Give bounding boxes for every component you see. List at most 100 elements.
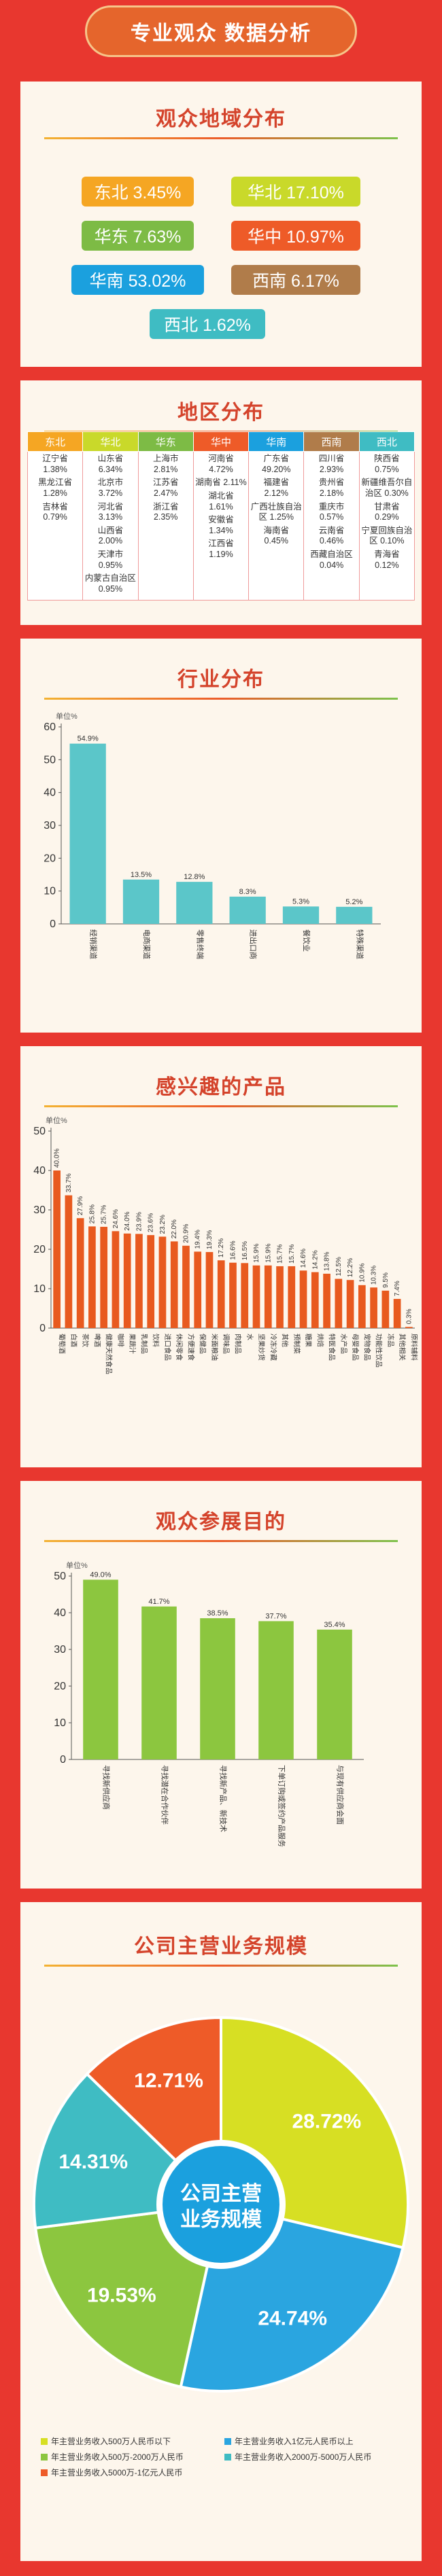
area-item: 安徽省 1.34% [208,515,234,535]
x-category-label: 寻找潜在合作伙伴 [160,1765,170,1825]
bar-value-label: 16.5% [241,1241,249,1260]
legend-swatch [41,2437,48,2445]
pie-slice-label: 28.72% [292,2110,361,2132]
area-item: 河南省 4.72% [208,454,234,474]
legend-item: 年主营业务收入1亿元人民币以上 [224,2435,408,2447]
bar [317,1629,352,1759]
legend-label: 年主营业务收入500万人民币以下 [51,2437,171,2446]
x-category-label: 水产品 [339,1334,348,1354]
y-tick-label: 50 [54,1571,66,1582]
legend-swatch [41,2453,48,2461]
bar [65,1195,73,1328]
x-category-label: 方便速食 [186,1334,195,1361]
area-col-header: 华东 [137,431,194,452]
area-item: 山西省 2.00% [97,525,124,546]
bar [69,743,106,924]
x-category-label: 休闲零食 [175,1334,184,1361]
area-col-cell: 上海市 2.81% 江苏省 2.47% 浙江省 2.35% [137,451,194,601]
area-item: 新疆维吾尔自治区 0.30% [361,478,413,498]
pie-slice-label: 19.53% [87,2285,156,2307]
area-item: 贵州省 2.18% [318,478,345,498]
x-category-label: 健康天然食品 [105,1334,114,1374]
bar-value-label: 23.2% [159,1215,167,1234]
bar [393,1299,401,1328]
area-item: 江苏省 2.47% [152,478,179,498]
bar-value-label: 24.6% [112,1209,120,1228]
bar [229,896,266,924]
area-col-header: 西南 [303,431,360,452]
area-item: 内蒙古自治区 0.95% [84,573,136,594]
x-category-label: 茶饮 [81,1334,90,1347]
bar-value-label: 10.9% [358,1263,366,1282]
legend-label: 年主营业务收入1亿元人民币以上 [235,2437,354,2446]
x-category-label: 餐饮业 [302,929,311,952]
bar [252,1265,260,1328]
y-tick-label: 50 [33,1126,46,1137]
scale-panel: 公司主营业务规模 28.72% 24.74% 19.53% 14.31% 12.71% 公… [20,1902,422,2561]
bar [336,906,373,924]
bar-value-label: 41.7% [148,1598,169,1606]
bar [141,1606,177,1759]
legend-swatch [41,2469,48,2476]
x-category-label: 电商渠道 [142,929,152,959]
bar [381,1290,390,1328]
area-item: 吉林省 0.79% [42,501,68,522]
x-category-label: 调味品 [222,1334,230,1354]
purpose-panel: 观众参展目的 单位% 0 10 20 30 40 50 49.0% 寻找新供应商 41.7% 寻找潜… [20,1481,422,1889]
bar-value-label: 15.7% [288,1244,296,1263]
bar [76,1218,84,1328]
bar-value-label: 33.7% [65,1173,73,1192]
scale-title: 公司主营业务规模 [20,1929,422,1967]
bar [194,1251,202,1328]
bar-value-label: 23.9% [135,1212,143,1231]
area-item: 四川省 2.93% [318,454,345,474]
y-tick-label: 30 [54,1644,66,1656]
area-item: 云南省 0.46% [318,525,345,546]
y-tick-label: 20 [54,1681,66,1692]
bar-value-label: 40.0% [54,1149,61,1168]
bar [200,1618,235,1759]
area-col-header: 华北 [82,431,139,452]
y-tick-label: 60 [44,721,56,733]
bar-value-label: 0.3% [405,1308,413,1324]
bar-value-label: 24.0% [124,1211,131,1230]
bar [264,1265,272,1328]
industry-panel: 行业分布 单位% 0 10 20 30 40 50 60 54.9% 经销渠道 13.5% 电商渠道 1… [20,639,422,1033]
pie-center-label-line1: 公司主营 [180,2183,262,2205]
region-dist-panel: 观众地域分布 东北 3.45% 华北 17.10% 华东 7.63% 华中 10… [20,82,422,367]
x-category-label: 糖果 [304,1334,313,1347]
chip-huabei: 华北 17.10% [231,177,360,207]
interest-panel: 感兴趣的产品 单位% 0 10 20 30 40 50 40.0% 葡萄酒 33.7% 白酒 27.9… [20,1046,422,1467]
bar-value-label: 35.4% [324,1621,345,1629]
pie-slice [33,2202,223,2389]
bar [346,1280,354,1328]
bar-value-label: 38.5% [207,1609,228,1617]
y-tick-label: 40 [44,787,56,799]
x-category-label: 特医食品 [328,1334,337,1361]
area-item: 西藏自治区 0.04% [310,550,353,570]
area-item: 上海市 2.81% [152,454,179,474]
area-col-cell: 四川省 2.93% 贵州省 2.18% 重庆市 0.57% 云南省 0.46% 西藏自治… [303,451,360,601]
bar [311,1272,319,1328]
bar-value-label: 14.6% [300,1249,307,1268]
bar-value-label: 25.7% [101,1204,108,1223]
bar [299,1270,307,1328]
bar-value-label: 37.7% [265,1612,286,1620]
area-item: 黑龙江省 1.28% [38,478,73,498]
bar-value-label: 17.2% [218,1238,225,1257]
y-tick-label: 10 [44,886,56,897]
bar-value-label: 19.4% [194,1230,202,1249]
bar [241,1263,249,1328]
chip-xinan: 西南 6.17% [231,265,360,295]
x-category-label: 啤酒 [92,1334,101,1347]
x-category-label: 宠物食品 [362,1334,371,1361]
bar-value-label: 27.9% [77,1196,84,1215]
x-category-label: 烘焙 [316,1334,324,1347]
bar-value-label: 19.3% [206,1230,214,1249]
legend-label: 年主营业务收入2000万-5000万人民币 [235,2452,372,2462]
y-tick-label: 20 [44,853,56,864]
y-tick-label: 20 [33,1244,46,1255]
area-item: 湖北省 1.61% [208,490,234,512]
area-item: 北京市 3.72% [97,478,124,498]
area-item: 广西壮族自治区 1.25% [250,501,302,522]
